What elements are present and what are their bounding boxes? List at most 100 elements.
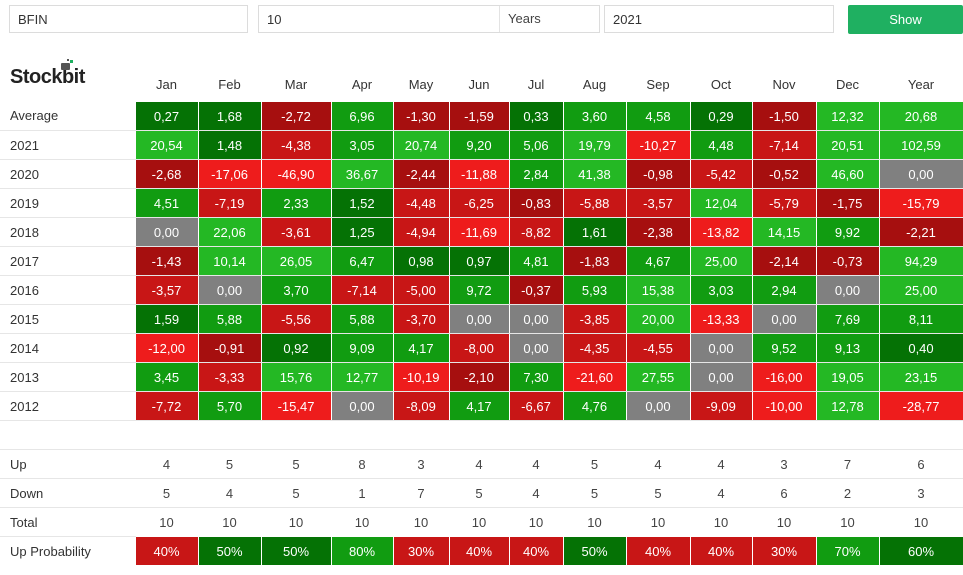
return-cell: 0,00: [508, 304, 564, 334]
return-cell: 3,60: [562, 101, 627, 131]
return-cell: 5,93: [562, 275, 627, 305]
return-cell: -8,82: [508, 217, 564, 247]
return-cell: 0,00: [134, 217, 199, 247]
return-cell: 5,88: [197, 304, 262, 334]
row-label: 2020: [0, 159, 135, 189]
return-cell: 2,84: [508, 159, 564, 189]
stats-row: Down 5 4 5 1 7 5 4 5 5 4 6 2 3: [0, 478, 963, 508]
return-cell: -1,83: [562, 246, 627, 276]
return-cell: -13,82: [689, 217, 753, 247]
return-cell: 6,96: [330, 101, 394, 131]
return-cell: 20,74: [392, 130, 450, 160]
stats-cell: 5: [198, 449, 261, 479]
year-input[interactable]: [604, 5, 834, 33]
probability-cell: 30%: [751, 536, 817, 566]
row-label: Average: [0, 101, 135, 131]
query-bar: Years Show: [0, 0, 963, 40]
ticker-input[interactable]: [9, 5, 248, 33]
return-cell: -2,72: [260, 101, 332, 131]
stats-cell: 10: [261, 507, 331, 537]
row-label: 2017: [0, 246, 135, 276]
return-cell: 5,88: [330, 304, 394, 334]
return-cell: -8,09: [392, 391, 450, 421]
return-cell: 0,29: [689, 101, 753, 131]
stats-cell: 10: [690, 507, 752, 537]
return-cell: -10,19: [392, 362, 450, 392]
row-label: 2021: [0, 130, 135, 160]
row-label: 2016: [0, 275, 135, 305]
stats-cell: 6: [879, 449, 963, 479]
return-cell: -5,88: [562, 188, 627, 218]
return-cell: 7,69: [815, 304, 880, 334]
return-cell: 8,11: [878, 304, 963, 334]
return-cell: 9,52: [751, 333, 817, 363]
table-row: Average 0,27 1,68 -2,72 6,96 -1,30 -1,59 0,33 3,…: [0, 101, 963, 131]
return-cell: -3,57: [134, 275, 199, 305]
probability-cell: 50%: [562, 536, 627, 566]
corner-header: [0, 68, 135, 102]
return-cell: 0,00: [751, 304, 817, 334]
table-row: 2016 -3,57 0,00 3,70 -7,14 -5,00 9,72 -0,37 5,93…: [0, 275, 963, 305]
return-cell: 9,13: [815, 333, 880, 363]
column-header-year: Year: [907, 77, 935, 92]
stats-cell: 10: [879, 507, 963, 537]
return-cell: -7,19: [197, 188, 262, 218]
return-cell: -6,67: [508, 391, 564, 421]
column-header-feb: Feb: [218, 77, 241, 92]
return-cell: -17,06: [197, 159, 262, 189]
return-cell: -12,00: [134, 333, 199, 363]
return-cell: 9,72: [448, 275, 510, 305]
stats-cell: 10: [393, 507, 449, 537]
stats-row: Up 4 5 5 8 3 4 4 5 4 4 3 7 6: [0, 449, 963, 479]
stats-cell: 10: [563, 507, 626, 537]
probability-cell: 40%: [134, 536, 199, 566]
stats-row: Total 10 10 10 10 10 10 10 10 10 10 10 10 10: [0, 507, 963, 537]
table-row: 2015 1,59 5,88 -5,56 5,88 -3,70 0,00 0,00 -3,85 2…: [0, 304, 963, 334]
return-cell: -3,61: [260, 217, 332, 247]
stats-table: Up 4 5 5 8 3 4 4 5 4 4 3 7 6 Down 5 4 5 1 7 5 4 5 5 4 6 2 3 Total 10 1…: [0, 449, 963, 566]
return-cell: 3,45: [134, 362, 199, 392]
return-cell: -0,83: [508, 188, 564, 218]
return-cell: -5,79: [751, 188, 817, 218]
return-cell: -5,42: [689, 159, 753, 189]
return-cell: 12,04: [689, 188, 753, 218]
table-row: 2020 -2,68 -17,06 -46,90 36,67 -2,44 -11,88 2,8…: [0, 159, 963, 189]
return-cell: 20,68: [878, 101, 963, 131]
probability-cell: 40%: [448, 536, 510, 566]
return-cell: 0,92: [260, 333, 332, 363]
table-row: 2021 20,54 1,48 -4,38 3,05 20,74 9,20 5,06 19,79…: [0, 130, 963, 160]
stats-cell: 5: [261, 478, 331, 508]
return-cell: -15,47: [260, 391, 332, 421]
return-cell: 1,68: [197, 101, 262, 131]
return-cell: -2,44: [392, 159, 450, 189]
return-cell: 19,79: [562, 130, 627, 160]
row-label: 2018: [0, 217, 135, 247]
return-cell: 4,48: [689, 130, 753, 160]
stats-cell: 10: [135, 507, 198, 537]
stats-cell: 7: [816, 449, 879, 479]
show-button[interactable]: Show: [848, 5, 963, 34]
stats-cell: 4: [626, 449, 690, 479]
return-cell: -1,43: [134, 246, 199, 276]
return-cell: 20,51: [815, 130, 880, 160]
return-cell: -8,00: [448, 333, 510, 363]
return-cell: 0,98: [392, 246, 450, 276]
return-cell: -0,98: [625, 159, 691, 189]
probability-cell: 70%: [815, 536, 880, 566]
stats-cell: 6: [752, 478, 816, 508]
stats-cell: 4: [449, 449, 509, 479]
return-cell: 10,14: [197, 246, 262, 276]
stats-cell: 5: [449, 478, 509, 508]
seasonality-table: Jan Feb Mar Apr May Jun Jul Aug Sep Oct Nov Dec Year…: [0, 68, 963, 421]
stats-cell: 4: [690, 449, 752, 479]
column-header-may: May: [408, 77, 434, 92]
return-cell: -5,00: [392, 275, 450, 305]
stats-row-label: Up Probability: [0, 536, 135, 566]
column-header-dec: Dec: [835, 77, 860, 92]
return-cell: 25,00: [689, 246, 753, 276]
return-cell: 4,17: [392, 333, 450, 363]
return-cell: -0,52: [751, 159, 817, 189]
column-header-sep: Sep: [646, 77, 670, 92]
return-cell: 19,05: [815, 362, 880, 392]
return-cell: 0,00: [689, 333, 753, 363]
